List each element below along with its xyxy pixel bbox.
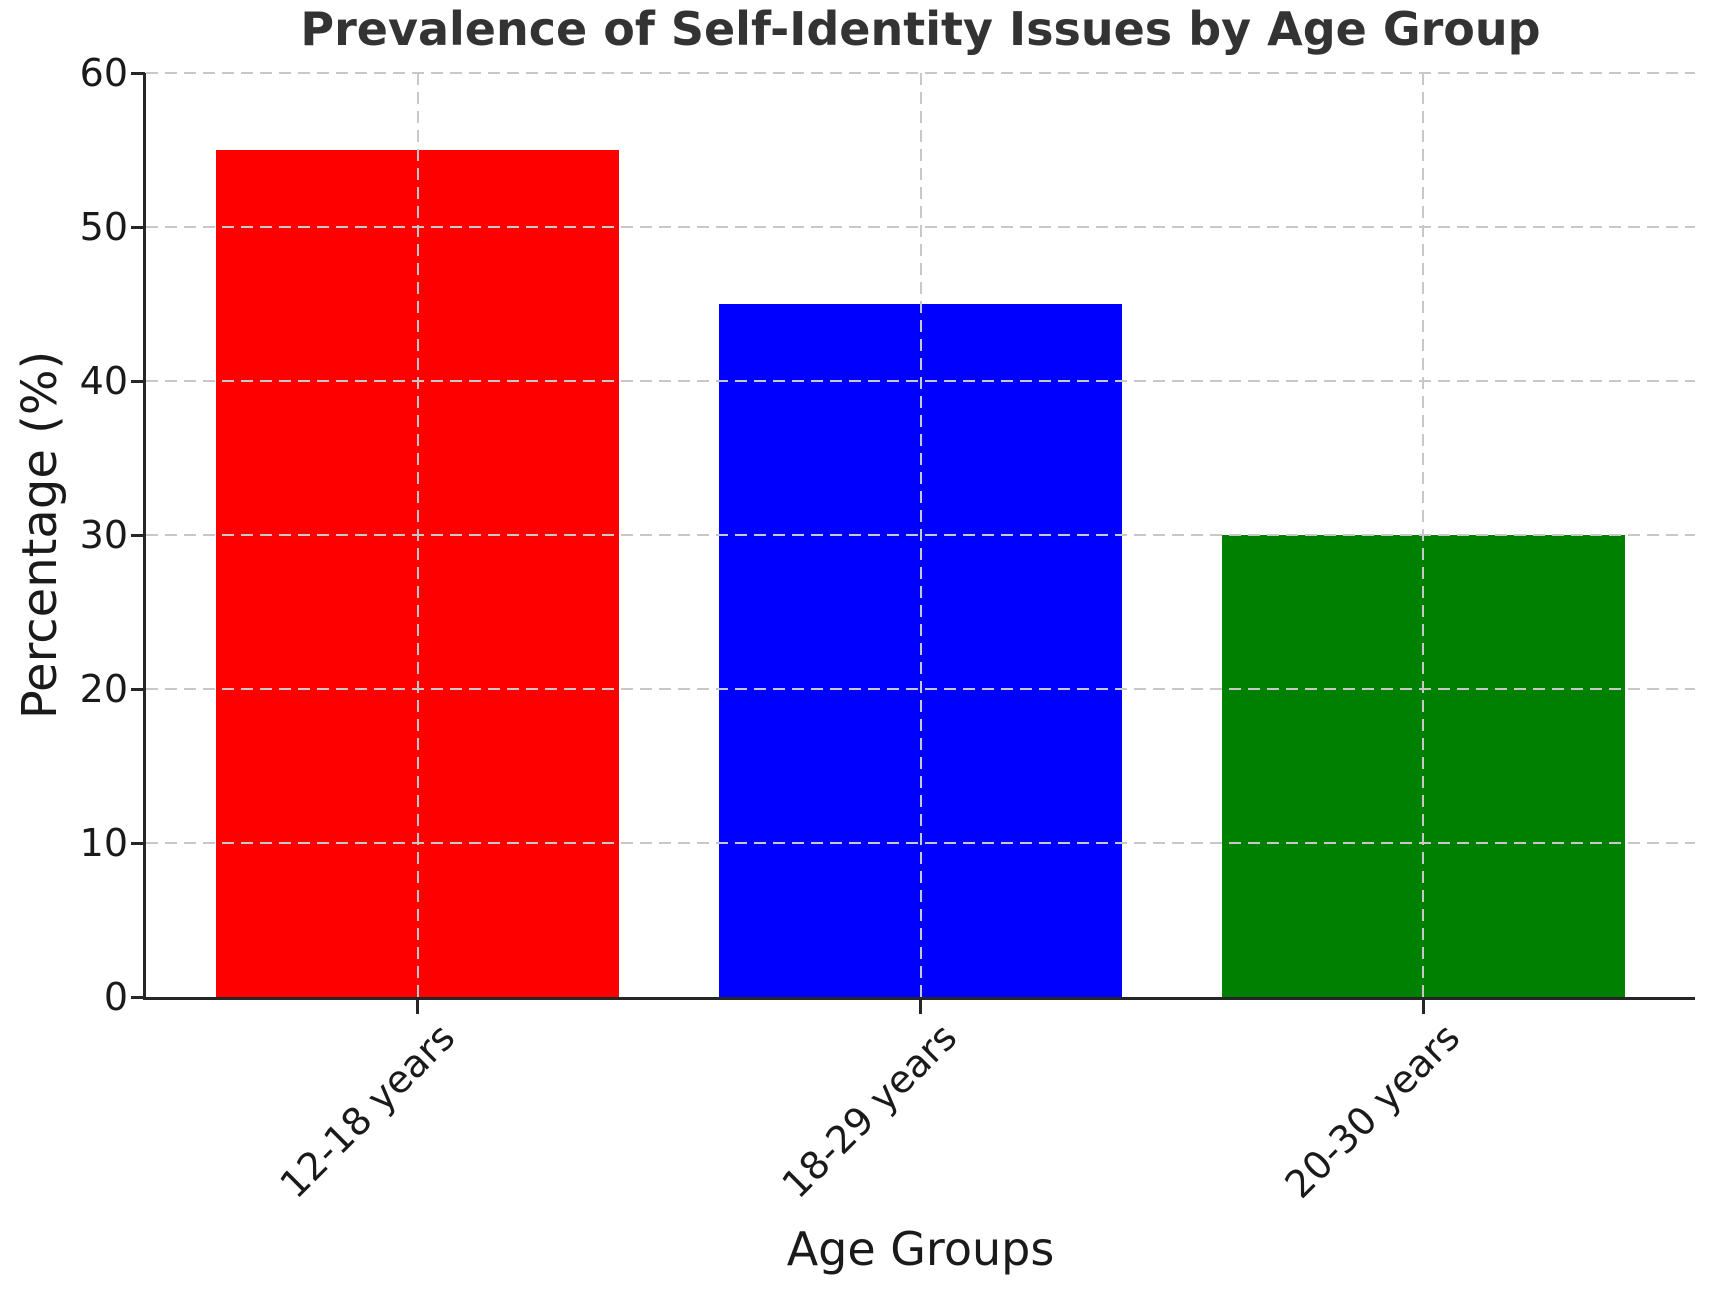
x-tick-mark-2 <box>1421 1000 1425 1014</box>
gridline-x-1 <box>919 73 922 997</box>
x-tick-mark-0 <box>416 1000 420 1014</box>
gridline-x-2 <box>1422 73 1425 997</box>
y-tick-label-50: 50 <box>79 205 128 249</box>
y-tick-mark-50 <box>131 225 145 229</box>
y-axis-spine <box>143 73 146 1000</box>
gridline-x-0 <box>416 73 419 997</box>
y-tick-mark-40 <box>131 379 145 383</box>
x-tick-label-0: 12-18 years <box>271 1015 463 1207</box>
y-tick-mark-60 <box>131 71 145 75</box>
y-tick-label-30: 30 <box>79 513 128 557</box>
chart-title: Prevalence of Self-Identity Issues by Ag… <box>300 2 1541 56</box>
y-tick-label-20: 20 <box>79 667 128 711</box>
x-tick-label-2: 20-30 years <box>1276 1015 1469 1207</box>
y-tick-mark-20 <box>131 687 145 691</box>
y-tick-label-10: 10 <box>79 821 128 865</box>
y-tick-mark-30 <box>131 533 145 537</box>
y-tick-label-0: 0 <box>103 975 128 1019</box>
x-tick-label-1: 18-29 years <box>773 1015 966 1207</box>
y-tick-label-60: 60 <box>79 51 128 95</box>
y-tick-mark-0 <box>131 995 145 999</box>
x-axis-label: Age Groups <box>786 1222 1055 1276</box>
x-tick-mark-1 <box>919 1000 922 1014</box>
y-tick-mark-10 <box>131 841 145 845</box>
x-axis-spine <box>143 997 1695 1000</box>
y-tick-label-40: 40 <box>79 359 128 403</box>
plot-area <box>146 72 1695 997</box>
